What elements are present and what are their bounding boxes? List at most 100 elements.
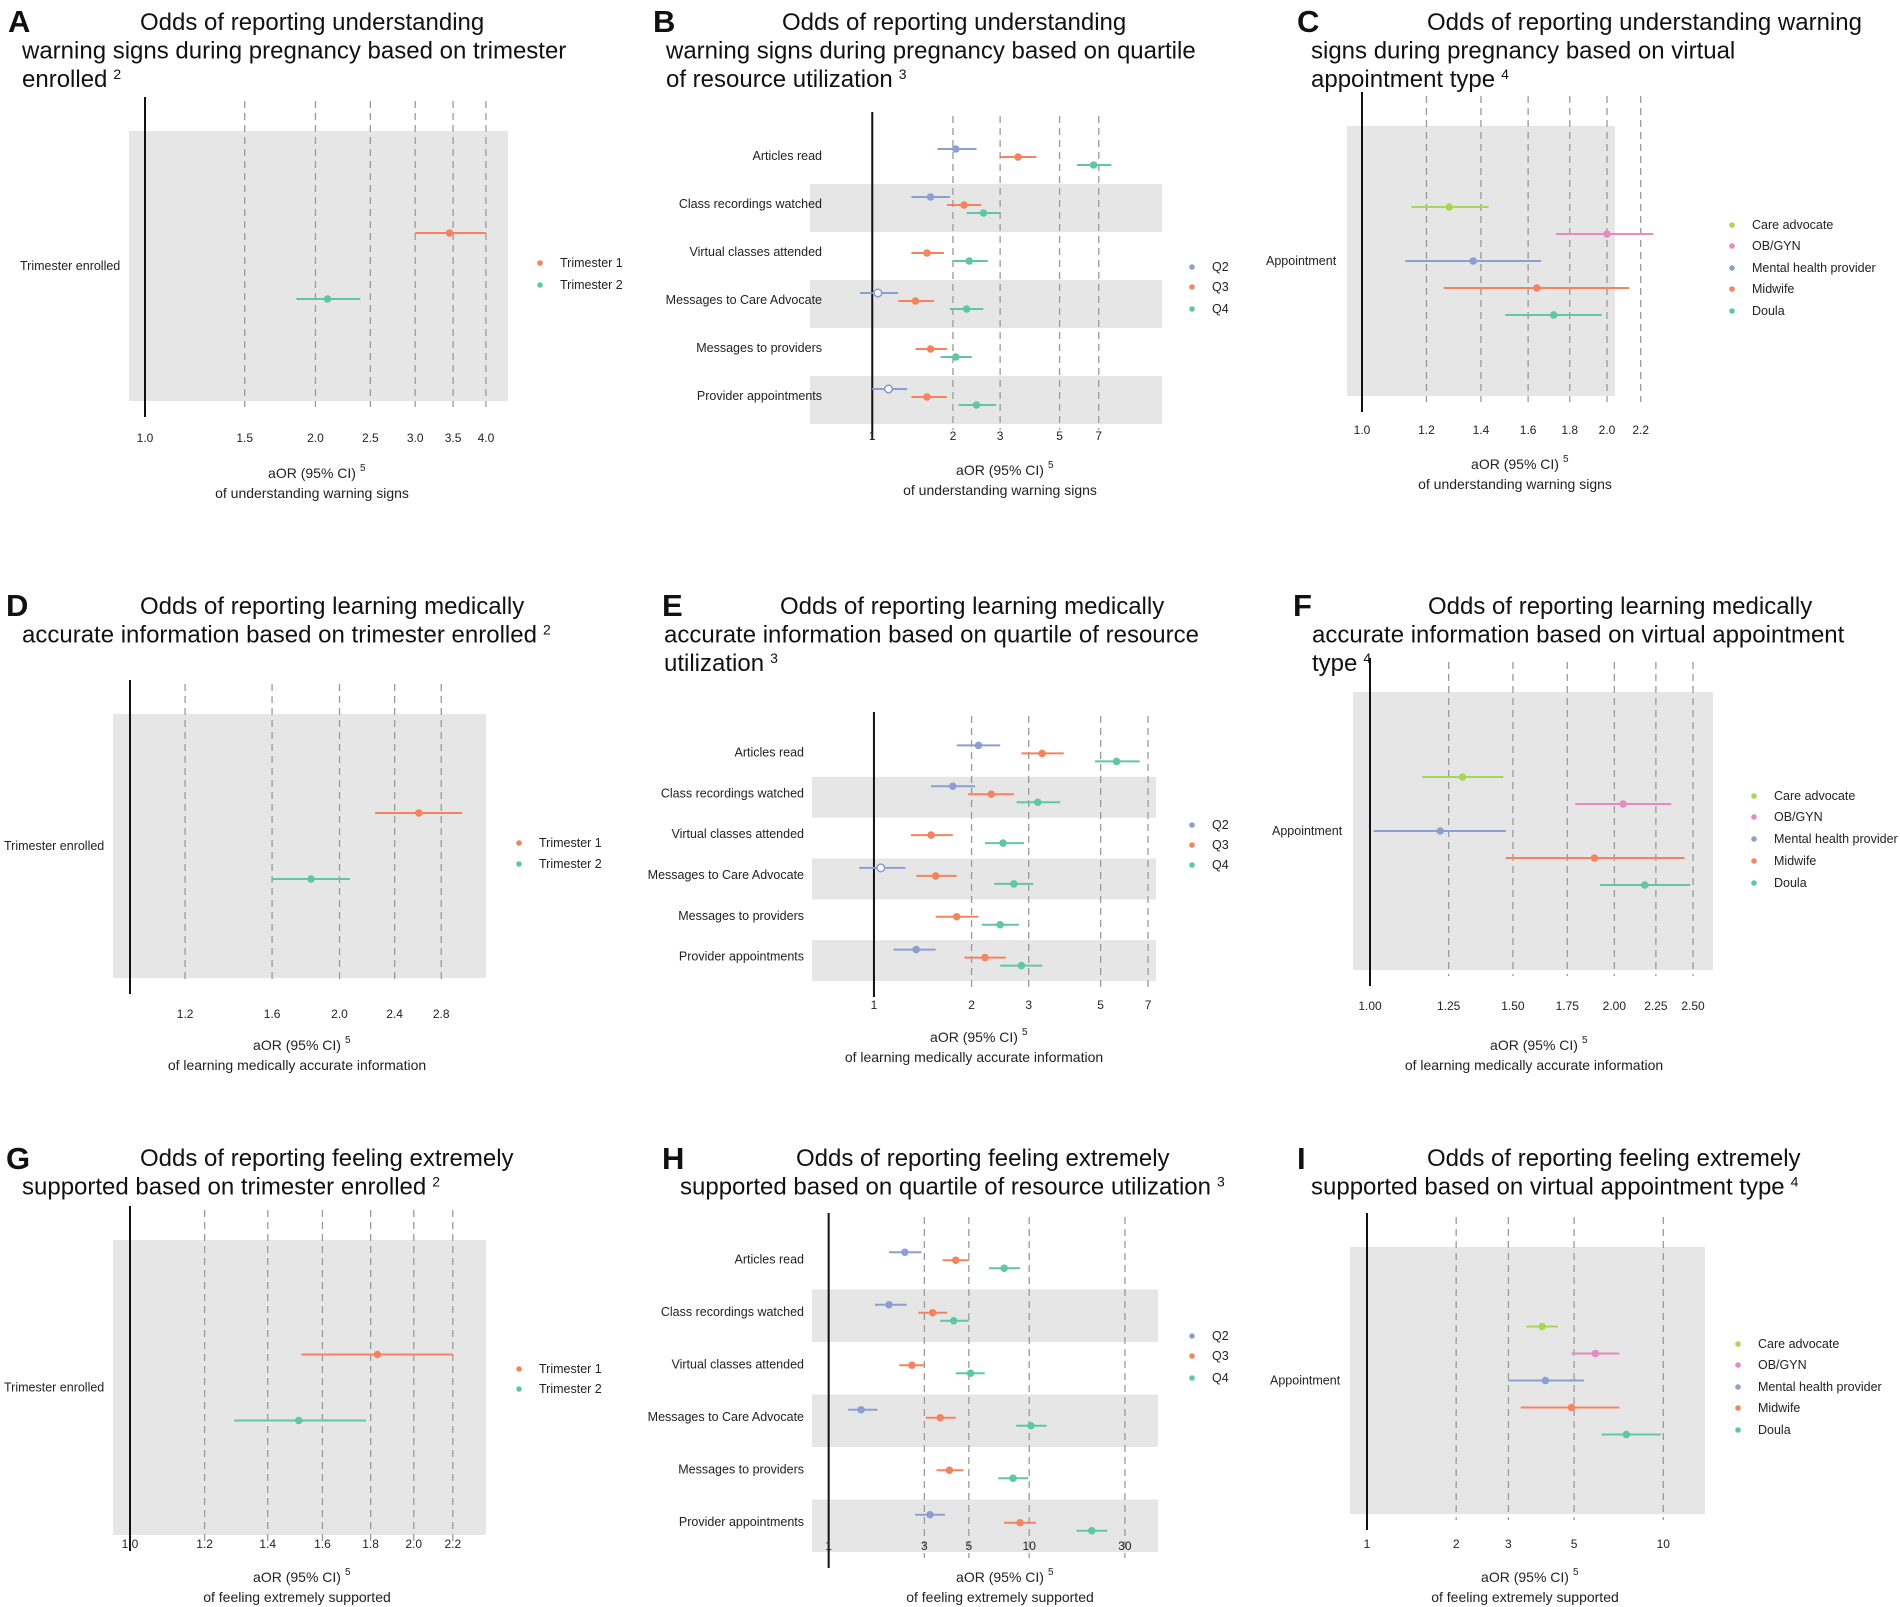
point-estimate: [1016, 1518, 1024, 1527]
panel-title-line: enrolled: [22, 66, 107, 93]
row-label: Messages to providers: [678, 909, 804, 923]
x-tick-label: 1.6: [314, 1537, 331, 1551]
row-label: Messages to providers: [678, 1462, 804, 1476]
panel-title-line: utilization: [664, 650, 764, 677]
ci-mark-q4: [981, 920, 1019, 929]
point-estimate: [873, 288, 883, 298]
x-tick-label: 1.6: [264, 1007, 281, 1021]
ci-mark-q2: [859, 863, 906, 873]
ci-mark-care-advocate: [1422, 773, 1504, 781]
xlabel-footnote: 5: [360, 463, 366, 474]
point-estimate: [987, 790, 996, 799]
row-label: Messages to Care Advocate: [666, 293, 822, 307]
x-tick-label: 1.2: [196, 1537, 213, 1551]
row-band: [812, 1394, 1158, 1447]
point-estimate: [965, 257, 974, 265]
plot-background: [129, 131, 508, 401]
point-estimate: [294, 1416, 303, 1425]
panel-letter: H: [662, 1141, 684, 1176]
point-estimate: [415, 809, 423, 817]
panel-title-line: of resource utilization: [666, 66, 893, 93]
xlabel-footnote: 5: [345, 1567, 351, 1578]
panel-title-line: signs during pregnancy based on virtual: [1311, 38, 1735, 65]
ci-mark-q3: [935, 912, 979, 921]
point-estimate: [928, 1308, 937, 1317]
legend-key: [1735, 1384, 1741, 1390]
legend-key: [1189, 284, 1195, 290]
ci-mark-q2: [893, 945, 936, 954]
legend-label: OB/GYN: [1758, 1358, 1807, 1372]
x-tick-label: 3: [921, 1539, 928, 1553]
point-estimate: [1445, 203, 1454, 211]
x-tick-label: 2.50: [1681, 999, 1705, 1013]
x-axis-label: aOR (95% CI): [956, 462, 1044, 478]
ci-mark-q3: [936, 1466, 964, 1475]
point-estimate: [948, 782, 957, 791]
row-label: Articles read: [735, 745, 805, 759]
panel-c: C Odds of reporting understanding warning…: [1266, 4, 1876, 492]
panel-d: D Odds of reporting learning medicallyacc…: [4, 588, 602, 1073]
point-estimate: [1603, 230, 1611, 238]
ci-mark-q4: [998, 1474, 1029, 1483]
row-label: Messages to Care Advocate: [648, 1410, 804, 1424]
ci-mark-q2: [915, 1510, 945, 1519]
panel-title-line: appointment type: [1311, 66, 1495, 93]
ci-mark-midwife: [1520, 1403, 1620, 1412]
point-estimate: [945, 1466, 954, 1475]
row-label: Virtual classes attended: [672, 827, 805, 841]
ci-mark-q4: [994, 880, 1034, 888]
x-axis-label: aOR (95% CI): [268, 465, 356, 481]
ci-mark-q4: [1016, 1421, 1047, 1430]
point-estimate: [1591, 1349, 1600, 1358]
legend-key: [1751, 836, 1757, 842]
x-tick-label: 1.2: [177, 1007, 194, 1021]
point-estimate: [979, 209, 988, 217]
xlabel-footnote: 5: [1563, 454, 1569, 465]
xlabel-footnote: 5: [1022, 1027, 1028, 1038]
plot-background: [113, 714, 486, 978]
ci-mark-q3: [968, 790, 1014, 799]
ci-mark-q3: [964, 953, 1006, 962]
xlabel-footnote: 5: [345, 1035, 351, 1046]
legend-label: Q3: [1212, 838, 1229, 852]
x-tick-label: 1.75: [1556, 999, 1580, 1013]
point-estimate: [949, 1316, 958, 1325]
ci-mark-q3: [946, 201, 982, 209]
point-estimate: [323, 295, 332, 303]
panel-title-line: warning signs during pregnancy based on …: [665, 38, 1196, 65]
x-tick-label: 1.25: [1437, 999, 1461, 1013]
ci-mark-q2: [931, 782, 976, 791]
ci-mark-ob-gyn: [1555, 230, 1654, 238]
x-tick-label: 5: [1097, 998, 1104, 1012]
x-tick-label: 1.0: [1354, 423, 1371, 437]
ci-mark-q3: [1000, 153, 1037, 161]
point-estimate: [1027, 1421, 1035, 1430]
ci-mark-q2: [848, 1405, 878, 1414]
x-axis-label: of understanding warning signs: [215, 485, 409, 501]
point-estimate: [1089, 161, 1098, 169]
row-label: Virtual classes attended: [672, 1357, 805, 1371]
panel-title-line: Odds of reporting learning medically: [780, 593, 1164, 620]
point-estimate: [926, 1510, 934, 1519]
point-estimate: [1014, 153, 1022, 161]
legend-label: Q4: [1212, 1371, 1229, 1385]
x-tick-label: 1.4: [1473, 423, 1490, 437]
x-tick-label: 1.00: [1358, 999, 1382, 1013]
legend-label: Midwife: [1758, 1401, 1800, 1415]
panel-title-line: accurate information based on trimester …: [22, 622, 537, 649]
ci-mark-q4: [949, 305, 984, 313]
x-tick-label: 1.6: [1520, 423, 1537, 437]
x-tick-label: 1.2: [1418, 423, 1435, 437]
point-estimate: [952, 353, 960, 361]
x-axis-label: of understanding warning signs: [1418, 476, 1612, 492]
point-estimate: [952, 145, 960, 153]
row-label: Messages to Care Advocate: [648, 868, 804, 882]
ci-mark-doula: [1505, 311, 1602, 319]
ci-mark-trimester-1: [375, 809, 463, 817]
legend-label: Q3: [1212, 280, 1229, 294]
point-estimate: [1010, 880, 1018, 888]
legend-label: Trimester 2: [539, 1382, 602, 1396]
panel-letter: A: [8, 4, 30, 39]
legend-key: [1189, 822, 1195, 828]
